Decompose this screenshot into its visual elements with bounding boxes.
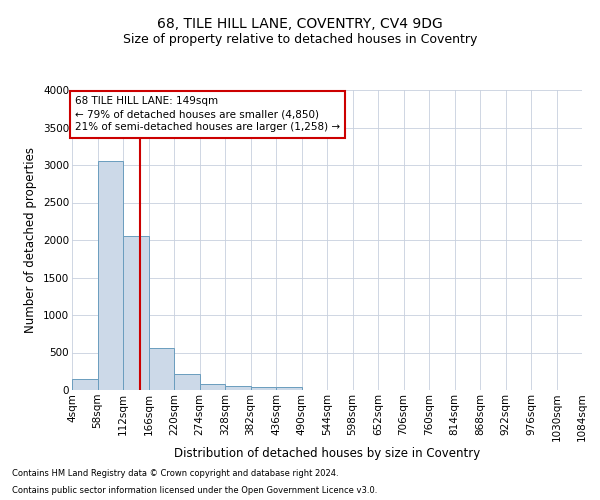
Bar: [72, 379, 97, 390]
Bar: [97, 160, 123, 390]
Text: Contains public sector information licensed under the Open Government Licence v3: Contains public sector information licen…: [12, 486, 377, 495]
Bar: [123, 236, 149, 390]
Bar: [174, 374, 199, 390]
Text: 68 TILE HILL LANE: 149sqm
← 79% of detached houses are smaller (4,850)
21% of se: 68 TILE HILL LANE: 149sqm ← 79% of detac…: [75, 96, 340, 132]
X-axis label: Distribution of detached houses by size in Coventry: Distribution of detached houses by size …: [174, 447, 480, 460]
Bar: [200, 384, 225, 390]
Y-axis label: Number of detached properties: Number of detached properties: [25, 147, 37, 333]
Bar: [225, 386, 251, 390]
Bar: [251, 386, 276, 390]
Bar: [276, 387, 302, 390]
Text: Size of property relative to detached houses in Coventry: Size of property relative to detached ho…: [123, 32, 477, 46]
Bar: [149, 348, 174, 390]
Text: 68, TILE HILL LANE, COVENTRY, CV4 9DG: 68, TILE HILL LANE, COVENTRY, CV4 9DG: [157, 18, 443, 32]
Text: Contains HM Land Registry data © Crown copyright and database right 2024.: Contains HM Land Registry data © Crown c…: [12, 468, 338, 477]
